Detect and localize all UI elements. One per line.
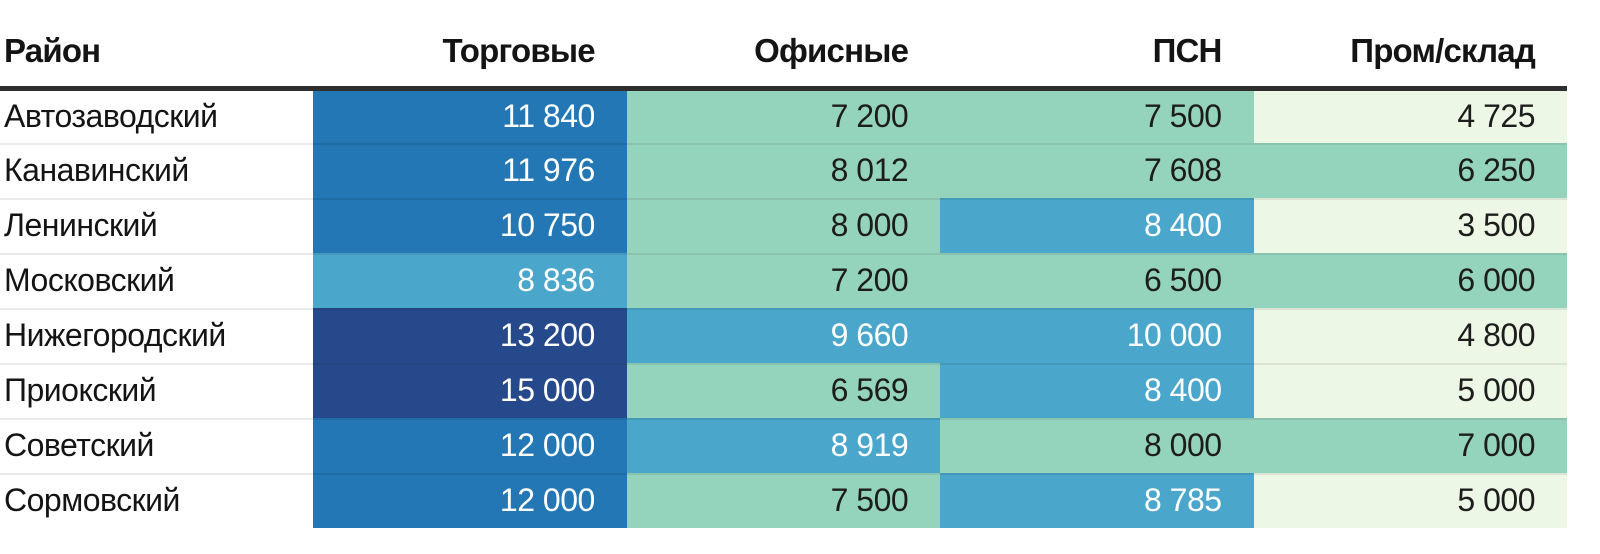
heatmap-cell: 8 785 [940,473,1254,528]
heatmap-cell: 12 000 [313,473,627,528]
heatmap-cell: 11 840 [313,88,627,143]
heatmap-cell: 7 608 [940,143,1254,198]
heatmap-cell: 12 000 [313,418,627,473]
heatmap-cell: 6 569 [626,363,941,418]
row-label: Автозаводский [0,88,314,143]
table-header: Район Торговые Офисные ПСН Пром/склад [0,0,1567,91]
table-row: Нижегородский 13 200 9 660 10 000 4 800 [0,308,1567,363]
heatmap-table: Район Торговые Офисные ПСН Пром/склад Автоза… [0,0,1567,528]
heatmap-cell: 10 000 [940,308,1254,363]
heatmap-cell: 4 800 [1253,308,1567,363]
heatmap-cell: 5 000 [1253,473,1567,528]
row-label: Советский [0,418,314,473]
column-header-district: Район [0,0,314,91]
heatmap-cell: 7 200 [626,253,941,308]
table-row: Канавинский 11 976 8 012 7 608 6 250 [0,143,1567,198]
table-row: Ленинский 10 750 8 000 8 400 3 500 [0,198,1567,253]
heatmap-cell: 8 400 [940,198,1254,253]
column-header: ПСН [940,0,1254,91]
row-label: Канавинский [0,143,314,198]
table-row: Сормовский 12 000 7 500 8 785 5 000 [0,473,1567,528]
row-label: Сормовский [0,473,314,528]
row-label: Московский [0,253,314,308]
heatmap-cell: 7 200 [626,88,941,143]
heatmap-cell: 9 660 [626,308,941,363]
heatmap-cell: 6 500 [940,253,1254,308]
heatmap-cell: 8 836 [313,253,627,308]
header-row: Район Торговые Офисные ПСН Пром/склад [0,0,1567,91]
heatmap-cell: 10 750 [313,198,627,253]
table-row: Советский 12 000 8 919 8 000 7 000 [0,418,1567,473]
heatmap-cell: 6 000 [1253,253,1567,308]
heatmap-cell: 8 012 [626,143,941,198]
column-header: Офисные [626,0,941,91]
heatmap-cell: 7 000 [1253,418,1567,473]
heatmap-cell: 11 976 [313,143,627,198]
heatmap-cell: 15 000 [313,363,627,418]
heatmap-cell: 8 400 [940,363,1254,418]
table-row: Приокский 15 000 6 569 8 400 5 000 [0,363,1567,418]
table-body: Автозаводский 11 840 7 200 7 500 4 725 Канави… [0,88,1567,528]
heatmap-cell: 4 725 [1253,88,1567,143]
column-header: Пром/склад [1253,0,1567,91]
heatmap-cell: 5 000 [1253,363,1567,418]
heatmap-cell: 8 000 [940,418,1254,473]
row-label: Приокский [0,363,314,418]
heatmap-cell: 8 919 [626,418,941,473]
table-row: Московский 8 836 7 200 6 500 6 000 [0,253,1567,308]
heatmap-cell: 3 500 [1253,198,1567,253]
row-label: Нижегородский [0,308,314,363]
heatmap-cell: 6 250 [1253,143,1567,198]
heatmap-cell: 7 500 [626,473,941,528]
column-header: Торговые [313,0,627,91]
heatmap-cell: 13 200 [313,308,627,363]
heatmap-cell: 7 500 [940,88,1254,143]
row-label: Ленинский [0,198,314,253]
heatmap-cell: 8 000 [626,198,941,253]
table-row: Автозаводский 11 840 7 200 7 500 4 725 [0,88,1567,143]
